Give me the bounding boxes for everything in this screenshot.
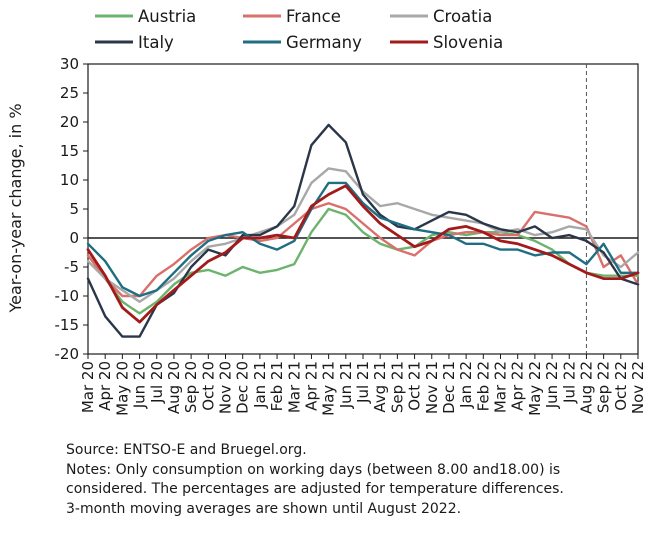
x-tick-label: May 21	[320, 361, 338, 416]
x-tick-label: Feb 21	[268, 361, 286, 411]
source-notes: Source: ENTSO-E and Bruegel.org. Notes: …	[66, 441, 646, 519]
y-tick-label: -5	[64, 258, 79, 276]
y-tick-label: -10	[55, 287, 80, 305]
x-tick-label: May 22	[526, 361, 544, 416]
x-tick-label: Avg 21	[371, 361, 389, 413]
series-line-austria	[86, 207, 640, 315]
x-tick-label: Apr 22	[509, 361, 527, 411]
legend-label-austria: Austria	[138, 7, 196, 26]
x-tick-label: Oct 21	[406, 361, 424, 411]
plot-area	[86, 63, 640, 355]
x-tick-label: Aug 22	[577, 361, 595, 414]
x-tick-label: Jan 21	[251, 361, 269, 409]
legend-label-france: France	[286, 7, 341, 26]
x-tick-label: Sep 20	[182, 361, 200, 413]
x-tick-label: Jul 21	[354, 361, 372, 404]
x-tick-label: Oct 22	[612, 361, 630, 411]
x-tick-label: Oct 20	[199, 361, 217, 411]
source-text: Source: ENTSO-E and Bruegel.org.	[66, 442, 307, 458]
y-tick-label: 25	[60, 84, 79, 102]
x-tick-label: Sep 22	[595, 361, 613, 413]
x-tick-label: Mar 21	[285, 361, 303, 413]
y-tick-label: 30	[60, 55, 79, 73]
notes-line-2: considered. The percentages are adjusted…	[66, 481, 564, 497]
legend: Austria France Croatia Italy Germany Slovenia	[95, 7, 503, 52]
series-line-germany	[86, 181, 640, 298]
x-tick-label: Mar 20	[79, 361, 97, 413]
y-tick-label: -15	[55, 316, 80, 334]
chart: Austria France Croatia Italy Germany Slovenia…	[6, 7, 647, 416]
notes-line-1: Notes: Only consumption on working days …	[66, 461, 561, 478]
x-tick-label: Apr 21	[302, 361, 320, 411]
y-tick-label: 15	[60, 142, 79, 160]
x-tick-label: Dec 21	[440, 361, 458, 414]
x-tick-label: May 20	[113, 361, 131, 416]
x-axis: Mar 20 Apr 20 May 20 Jun 20 Jul 20 Aug 20 Sep …	[79, 354, 647, 416]
legend-label-slovenia: Slovenia	[433, 33, 503, 52]
x-tick-label: Mar 22	[492, 361, 510, 413]
x-tick-label: Aug 20	[165, 361, 183, 414]
legend-label-germany: Germany	[286, 33, 362, 52]
x-tick-label: Jun 20	[131, 361, 149, 409]
x-tick-label: Jul 20	[148, 361, 166, 404]
y-tick-label: 20	[60, 113, 79, 131]
x-tick-label: Dec 20	[234, 361, 252, 414]
x-tick-label: Apr 20	[96, 361, 114, 411]
x-tick-label: Jan 22	[457, 361, 475, 409]
y-tick-label: 0	[69, 229, 79, 247]
series-line-france	[86, 201, 640, 298]
legend-label-italy: Italy	[138, 33, 174, 52]
series-line-slovenia	[86, 184, 640, 324]
x-tick-label: Feb 22	[474, 361, 492, 411]
plot-frame	[87, 63, 639, 355]
legend-label-croatia: Croatia	[433, 7, 492, 26]
x-tick-label: Sep 21	[388, 361, 406, 413]
y-tick-label: 10	[60, 171, 79, 189]
x-tick-label: Jun 21	[337, 361, 355, 409]
y-axis-label: Year-on-year change, in %	[6, 103, 25, 313]
x-tick-label: Nov 22	[629, 361, 647, 414]
x-tick-label: Jul 22	[560, 361, 578, 404]
y-axis: 30 25 20 15 10 5 0 -5 -10 -15 -20	[55, 55, 88, 363]
x-tick-label: Nov 20	[217, 361, 235, 414]
series-line-croatia	[86, 167, 640, 303]
notes-line-3: 3-month moving averages are shown until …	[66, 500, 462, 517]
y-tick-label: 5	[69, 200, 79, 218]
y-tick-label: -20	[55, 345, 80, 363]
x-tick-label: Nov 21	[423, 361, 441, 414]
x-tick-label: Jun 22	[543, 361, 561, 409]
